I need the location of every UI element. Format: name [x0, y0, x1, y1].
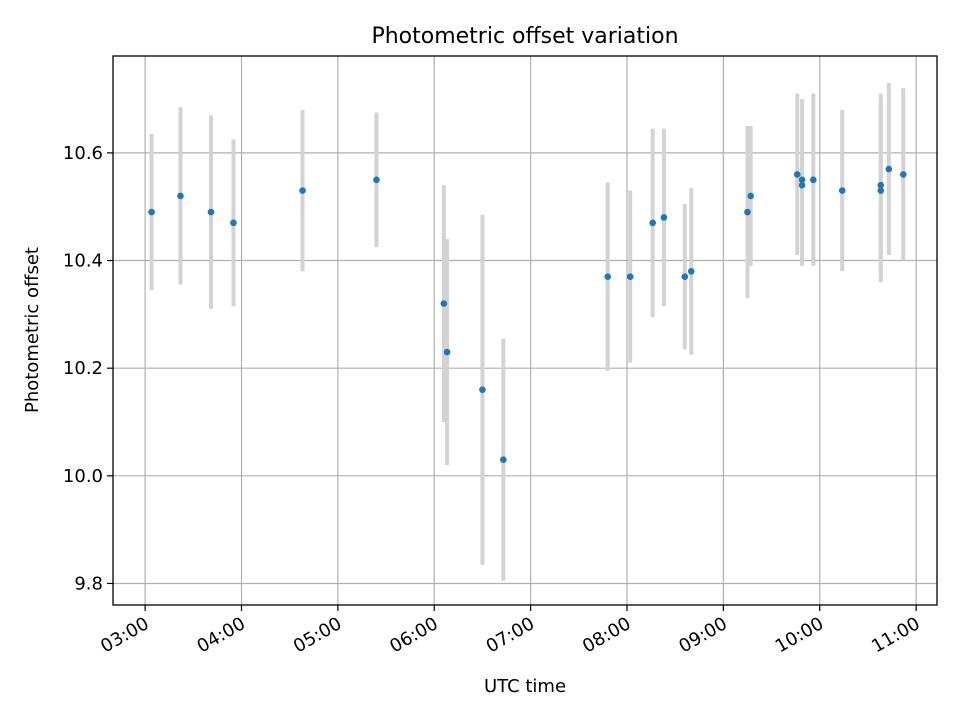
data-point — [798, 181, 806, 189]
data-point — [793, 171, 801, 178]
data-point — [440, 300, 448, 307]
data-point — [660, 214, 668, 221]
data-point — [885, 165, 893, 173]
data-point — [810, 176, 817, 184]
chart-title: Photometric offset variation — [371, 24, 678, 49]
data-point — [148, 208, 155, 216]
data-point — [299, 187, 306, 194]
y-tick-label: 9.8 — [74, 573, 103, 594]
data-point — [877, 187, 885, 194]
data-point — [681, 273, 689, 280]
y-axis-label: Photometric offset — [22, 247, 43, 413]
data-point — [877, 181, 885, 189]
data-point — [177, 192, 184, 200]
data-point — [443, 348, 451, 356]
data-point — [230, 219, 237, 227]
y-tick-label: 10.6 — [63, 143, 103, 164]
x-axis-label: UTC time — [484, 676, 566, 697]
data-point — [798, 176, 806, 184]
data-point — [373, 176, 380, 184]
data-point — [747, 192, 754, 200]
y-tick-label: 10.2 — [63, 358, 103, 379]
plot-frame — [112, 55, 938, 606]
y-tick-label: 10.0 — [63, 466, 103, 487]
data-point — [687, 267, 695, 275]
data-point — [899, 171, 907, 178]
data-point — [604, 273, 612, 280]
data-point — [626, 273, 634, 280]
data-points — [148, 165, 907, 463]
data-point — [744, 208, 751, 216]
data-point — [500, 456, 507, 463]
data-point — [649, 219, 656, 227]
y-axis-ticks: 9.8 10.0 10.2 10.4 10.6 — [63, 143, 113, 594]
data-point — [838, 187, 846, 194]
grid-lines — [113, 56, 937, 605]
data-point — [207, 208, 215, 216]
y-tick-label: 10.4 — [63, 251, 103, 272]
data-point — [479, 386, 486, 394]
